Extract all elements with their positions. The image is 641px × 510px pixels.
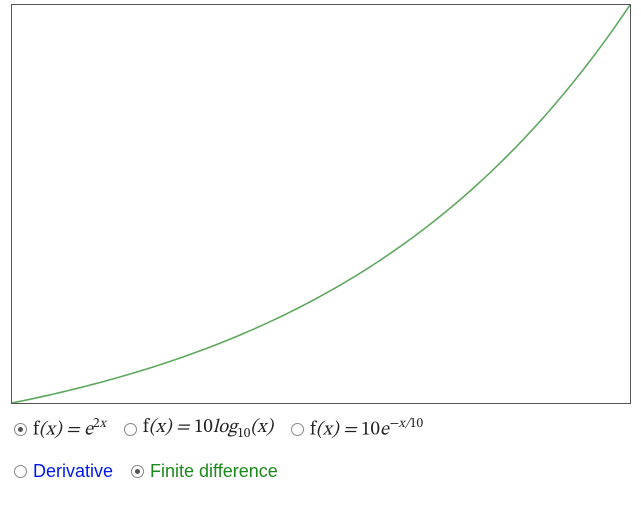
curve-finite-difference (12, 5, 630, 403)
radio-icon (14, 465, 27, 478)
function-option-expneg[interactable]: f(x) = 10e−x/10 (291, 417, 423, 442)
radio-icon (14, 423, 27, 436)
plot-frame (11, 4, 631, 404)
figure-root: f(x) = e2x f(x) = 10log10(x) f(x) = 10e−x/… (0, 0, 641, 510)
function-label: f(x) = 10log10(x) (143, 416, 273, 443)
controls: f(x) = e2x f(x) = 10log10(x) f(x) = 10e−x/… (8, 404, 633, 482)
function-label: f(x) = 10e−x/10 (310, 417, 423, 442)
function-options-row: f(x) = e2x f(x) = 10log10(x) f(x) = 10e−x/… (14, 416, 627, 443)
mode-label: Finite difference (150, 461, 278, 482)
mode-options-row: Derivative Finite difference (14, 461, 627, 482)
mode-label: Derivative (33, 461, 113, 482)
function-option-log10[interactable]: f(x) = 10log10(x) (124, 416, 273, 443)
plot-svg (12, 5, 630, 403)
radio-icon (291, 423, 304, 436)
mode-option-finitediff[interactable]: Finite difference (131, 461, 278, 482)
mode-option-derivative[interactable]: Derivative (14, 461, 113, 482)
radio-icon (131, 465, 144, 478)
radio-icon (124, 423, 137, 436)
function-option-exp2x[interactable]: f(x) = e2x (14, 417, 106, 442)
function-label: f(x) = e2x (33, 417, 106, 442)
